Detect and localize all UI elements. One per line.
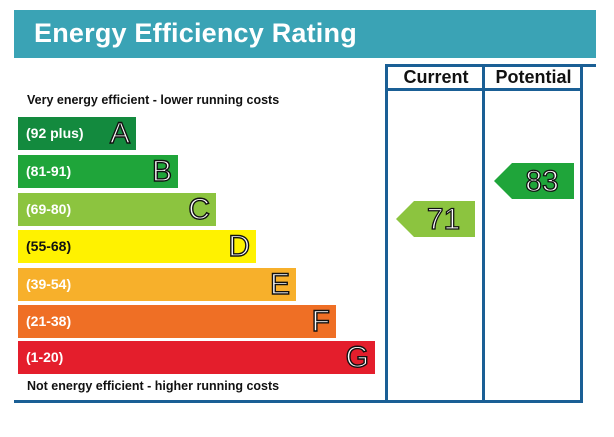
current-rating-value: 71 bbox=[426, 202, 461, 236]
page-title: Energy Efficiency Rating bbox=[34, 18, 357, 48]
frame-top-line bbox=[385, 64, 596, 67]
band-range-label: (69-80) bbox=[26, 201, 72, 217]
band-e: (39-54) E bbox=[18, 267, 296, 302]
current-rating-arrow: 71 bbox=[396, 201, 475, 237]
band-letter: D bbox=[228, 229, 251, 263]
column-header-current: Current bbox=[403, 67, 469, 87]
potential-arrow-body bbox=[512, 163, 574, 199]
band-g: (1-20) G bbox=[18, 340, 375, 375]
band-range-label: (21-38) bbox=[26, 313, 72, 329]
band-letter: E bbox=[269, 267, 290, 301]
header-row-line bbox=[385, 88, 583, 91]
band-a: (92 plus) A bbox=[18, 116, 136, 151]
efficient-note: Very energy efficient - lower running co… bbox=[27, 93, 280, 107]
potential-arrow-tip bbox=[494, 163, 512, 199]
band-d: (55-68) D bbox=[18, 229, 256, 264]
current-arrow-tip bbox=[396, 201, 414, 237]
potential-rating-arrow: 83 bbox=[494, 163, 574, 199]
column-divider-left bbox=[385, 64, 388, 402]
band-range-label: (39-54) bbox=[26, 276, 72, 292]
potential-rating-value: 83 bbox=[525, 164, 560, 198]
title-banner: Energy Efficiency Rating bbox=[14, 10, 596, 58]
band-letter: C bbox=[188, 192, 211, 226]
inefficient-note: Not energy efficient - higher running co… bbox=[27, 379, 280, 393]
band-letter: F bbox=[311, 304, 331, 338]
band-range-label: (81-91) bbox=[26, 163, 72, 179]
band-letter: G bbox=[345, 340, 370, 374]
band-b: (81-91) B bbox=[18, 154, 178, 189]
band-letter: B bbox=[151, 154, 172, 188]
band-f: (21-38) F bbox=[18, 304, 336, 339]
column-divider-middle bbox=[482, 64, 485, 402]
frame-bottom-line bbox=[14, 400, 583, 403]
band-range-label: (92 plus) bbox=[26, 125, 84, 141]
band-range-label: (1-20) bbox=[26, 349, 64, 365]
band-range-label: (55-68) bbox=[26, 238, 72, 254]
band-letter: A bbox=[109, 116, 130, 150]
column-divider-right bbox=[580, 64, 583, 402]
band-c: (69-80) C bbox=[18, 192, 216, 227]
column-header-potential: Potential bbox=[495, 67, 572, 87]
current-arrow-body bbox=[414, 201, 475, 237]
